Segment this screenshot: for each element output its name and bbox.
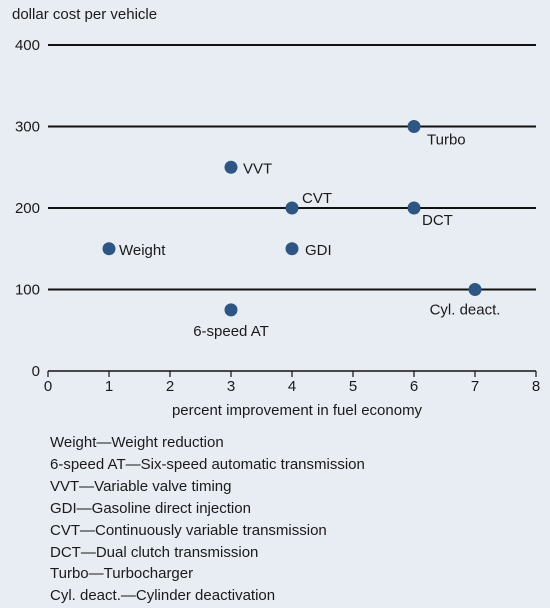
data-point [224,303,238,317]
scatter-chart: 0 100 200 300 400 0 1 2 3 4 5 6 7 8 Weight 6-speed AT… [15,37,540,419]
data-point-label: Cyl. deact. [430,302,501,319]
x-tick-label: 0 [44,378,52,395]
y-tick-label: 0 [32,363,40,380]
data-point-label: VVT [243,160,272,177]
y-tick-label: 300 [15,119,40,136]
data-point-label: CVT [302,190,332,207]
x-tick-label: 7 [471,378,479,395]
data-point [102,242,116,256]
note-line: 6-speed AT—Six-speed automatic transmiss… [50,455,365,473]
data-point [224,160,238,174]
x-tick-label: 3 [227,378,235,395]
x-tick-label: 5 [349,378,357,395]
note-line: DCT—Dual clutch transmission [50,543,259,561]
data-point-label: GDI [305,242,332,259]
note-line: GDI—Gasoline direct injection [50,499,251,517]
data-point [468,283,482,296]
y-axis-label: dollar cost per vehicle [12,6,158,23]
data-point-label: 6-speed AT [193,323,269,340]
x-axis-label: percent improvement in fuel economy [172,402,423,419]
data-point [407,120,421,133]
x-tick-label: 4 [288,378,296,395]
y-tick-label: 400 [15,37,40,54]
y-tick-label: 200 [15,200,40,217]
note-line: Turbo—Turbocharger [50,565,194,583]
abbreviation-notes: Weight—Weight reduction 6-speed AT—Six-s… [50,432,365,607]
x-tick-label: 6 [410,378,418,395]
note-line: Weight—Weight reduction [50,434,224,451]
data-point [285,201,299,215]
note-line: Cyl. deact.—Cylinder deactivation [50,587,276,605]
x-tick-label: 8 [532,378,540,395]
x-tick-label: 2 [166,378,174,395]
data-point-label: DCT [422,212,453,229]
data-point-label: Weight [119,242,166,259]
data-point [285,242,299,256]
x-tick-label: 1 [105,378,113,395]
note-line: CVT—Continuously variable transmission [50,521,327,539]
note-line: VVT—Variable valve timing [50,477,232,495]
data-point [407,201,421,215]
y-tick-label: 100 [15,282,40,299]
data-point-label: Turbo [427,132,466,149]
